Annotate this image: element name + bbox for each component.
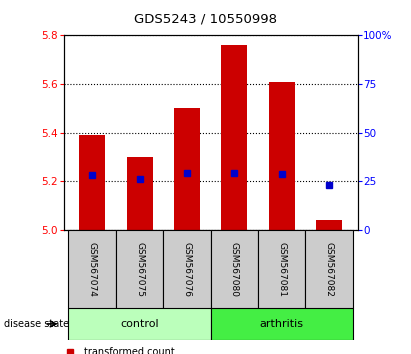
Text: GSM567076: GSM567076	[182, 241, 192, 297]
Bar	[127, 157, 152, 230]
Bar	[269, 82, 295, 230]
Bar	[211, 308, 353, 340]
Text: GSM567075: GSM567075	[135, 241, 144, 297]
Text: disease state: disease state	[4, 319, 69, 329]
Text: transformed count: transformed count	[84, 347, 175, 354]
Bar	[211, 230, 258, 308]
Bar	[163, 230, 211, 308]
Bar	[69, 230, 116, 308]
Bar	[174, 108, 200, 230]
Bar	[79, 135, 105, 230]
Bar	[258, 230, 305, 308]
Text: GSM567074: GSM567074	[88, 241, 97, 297]
Text: control: control	[120, 319, 159, 329]
Text: GSM567082: GSM567082	[325, 241, 334, 297]
Text: arthritis: arthritis	[260, 319, 304, 329]
Bar	[116, 230, 163, 308]
Text: GSM567080: GSM567080	[230, 241, 239, 297]
Bar	[221, 45, 247, 230]
Bar	[305, 230, 353, 308]
Text: GDS5243 / 10550998: GDS5243 / 10550998	[134, 12, 277, 25]
Text: GSM567081: GSM567081	[277, 241, 286, 297]
Bar	[316, 220, 342, 230]
Bar	[69, 308, 211, 340]
